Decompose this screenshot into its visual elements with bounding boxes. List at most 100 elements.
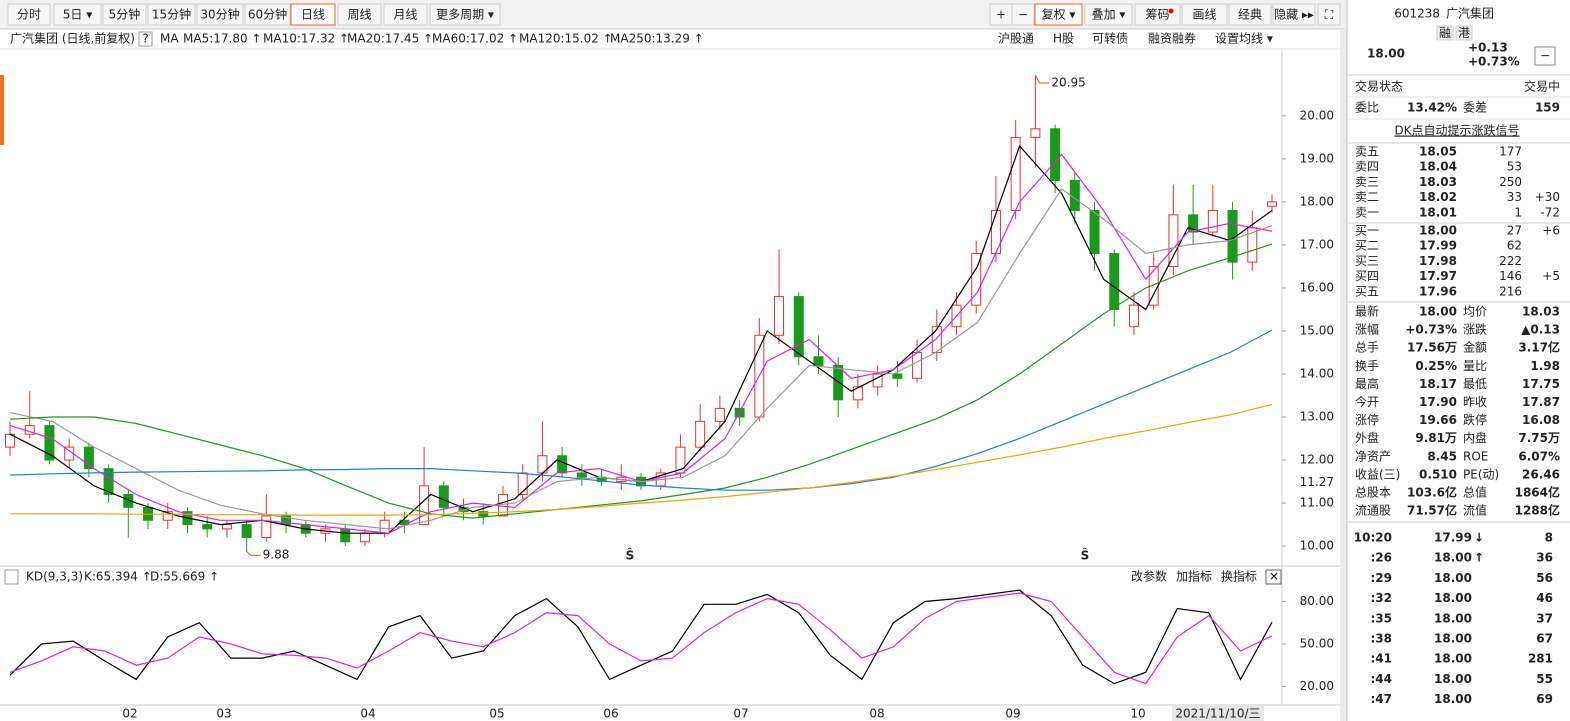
tool-button[interactable] xyxy=(1134,3,1181,26)
tool-label[interactable]: 隐藏 ▸▸ xyxy=(1274,8,1314,22)
x-tick-label: 02 xyxy=(122,707,137,721)
chart-link[interactable]: H股 xyxy=(1053,32,1074,46)
period-button[interactable] xyxy=(7,3,51,26)
period-button[interactable] xyxy=(290,3,336,26)
candle-body xyxy=(1267,201,1277,207)
trade-time: :32 xyxy=(1371,591,1393,605)
stock-name: 广汽集团 xyxy=(1446,6,1494,21)
book-volume: 62 xyxy=(1507,239,1522,253)
cursor-price: 11.27 xyxy=(1300,475,1334,489)
period-button[interactable] xyxy=(383,3,428,26)
chart-link[interactable]: 设置均线 ▾ xyxy=(1215,32,1273,46)
close-box xyxy=(1265,569,1282,585)
stat-value: 0.25% xyxy=(1415,359,1457,373)
stat-value: 0.510 xyxy=(1419,467,1457,481)
tool-label[interactable]: − xyxy=(1018,8,1028,22)
tool-button[interactable] xyxy=(1317,3,1341,26)
legend-entry: MA5:17.80 ↑ xyxy=(183,32,261,46)
y-tick-label: 16.00 xyxy=(1300,280,1334,294)
y-tick-label: 50.00 xyxy=(1300,636,1334,650)
period-label[interactable]: 分时 xyxy=(17,8,41,22)
candle-body xyxy=(103,468,114,495)
tool-button[interactable] xyxy=(1228,3,1272,26)
tool-label[interactable]: ⛶ xyxy=(1324,8,1334,22)
period-label[interactable]: 60分钟 xyxy=(248,7,287,22)
candle-body xyxy=(438,485,449,508)
book-price: 18.05 xyxy=(1419,145,1457,159)
legend-entry: MA10:17.32 ↑ xyxy=(263,32,349,46)
tool-label[interactable]: 筹码 xyxy=(1145,8,1169,22)
period-label[interactable]: 30分钟 xyxy=(200,7,239,22)
period-button[interactable] xyxy=(244,3,291,26)
ratio-value: 13.42% xyxy=(1407,101,1457,115)
stat-value: 8.45 xyxy=(1427,449,1457,463)
tool-button[interactable] xyxy=(1181,3,1228,26)
stat-label: 昨收 xyxy=(1463,395,1487,409)
indicator-button[interactable]: 换指标 xyxy=(1221,569,1257,584)
trade-price: 18.00 xyxy=(1434,551,1472,565)
minimize-box[interactable] xyxy=(1534,46,1556,66)
trade-volume: 37 xyxy=(1536,611,1553,625)
tool-label[interactable]: + xyxy=(996,8,1006,22)
period-button[interactable] xyxy=(147,3,196,26)
x-tick-label: 07 xyxy=(733,707,748,721)
trade-time: :29 xyxy=(1371,571,1393,585)
chart-link[interactable]: 沪股通 xyxy=(998,32,1034,46)
trade-time: :41 xyxy=(1371,652,1393,666)
candle-body xyxy=(833,364,844,401)
help-label[interactable]: ? xyxy=(142,32,148,46)
signal-link[interactable]: DK点自动提示涨跌信号 xyxy=(1394,123,1519,138)
period-label[interactable]: 日线 xyxy=(301,8,325,22)
stat-value: 71.57亿 xyxy=(1407,503,1457,518)
stat-value: 1864亿 xyxy=(1515,485,1560,500)
tool-label[interactable]: 叠加 ▾ xyxy=(1092,8,1126,22)
tool-label[interactable]: 经典 xyxy=(1238,8,1262,22)
candle-body xyxy=(1109,253,1120,310)
y-tick-label: 12.00 xyxy=(1300,453,1334,467)
tool-button[interactable] xyxy=(1034,3,1083,26)
book-volume: 33 xyxy=(1507,190,1522,204)
tool-button[interactable] xyxy=(1272,3,1316,26)
candle-body xyxy=(478,511,489,517)
chart-link[interactable]: 融资融券 xyxy=(1148,31,1196,46)
stat-value: 17.90 xyxy=(1419,395,1457,409)
tool-label[interactable]: 画线 xyxy=(1192,8,1216,22)
book-price: 17.99 xyxy=(1419,239,1457,253)
period-button[interactable] xyxy=(429,3,501,26)
x-tick-label: 05 xyxy=(489,707,504,721)
period-label[interactable]: 5日 ▾ xyxy=(63,8,92,22)
period-label[interactable]: 更多周期 ▾ xyxy=(436,8,494,22)
period-button[interactable] xyxy=(196,3,244,26)
tool-button[interactable] xyxy=(1011,3,1035,26)
trade-volume: 36 xyxy=(1536,551,1553,565)
indicator-button[interactable]: ✕ xyxy=(1269,570,1279,584)
indicator-button[interactable]: 加指标 xyxy=(1176,569,1212,584)
period-label[interactable]: 月线 xyxy=(393,8,417,22)
book-label: 买三 xyxy=(1355,254,1379,268)
candle-body xyxy=(793,296,804,358)
minimize-label[interactable]: − xyxy=(1540,49,1550,63)
candle-body xyxy=(774,296,785,336)
status-value: 交易中 xyxy=(1524,79,1560,94)
tool-label[interactable]: 复权 ▾ xyxy=(1042,8,1076,22)
stat-label: 总股本 xyxy=(1355,486,1391,500)
stat-value: 17.87 xyxy=(1522,395,1560,409)
period-button[interactable] xyxy=(102,3,147,26)
book-volume: 222 xyxy=(1499,254,1522,268)
trade-price: 18.00 xyxy=(1434,692,1472,706)
period-label[interactable]: 周线 xyxy=(347,8,371,22)
chart-link[interactable]: 可转债 xyxy=(1092,31,1128,46)
x-tick-label: 04 xyxy=(360,707,375,721)
book-volume: 250 xyxy=(1499,175,1522,189)
indicator-button[interactable]: 改参数 xyxy=(1131,569,1167,584)
stat-label: 最高 xyxy=(1355,376,1379,391)
trade-time: :26 xyxy=(1371,551,1393,565)
candle-body xyxy=(576,472,587,478)
tool-button[interactable] xyxy=(1084,3,1133,26)
period-label[interactable]: 15分钟 xyxy=(152,7,191,22)
period-button[interactable] xyxy=(53,3,102,26)
book-label: 卖二 xyxy=(1355,190,1379,204)
period-button[interactable] xyxy=(337,3,382,26)
period-label[interactable]: 5分钟 xyxy=(109,7,141,22)
stat-label: 换手 xyxy=(1355,359,1379,373)
